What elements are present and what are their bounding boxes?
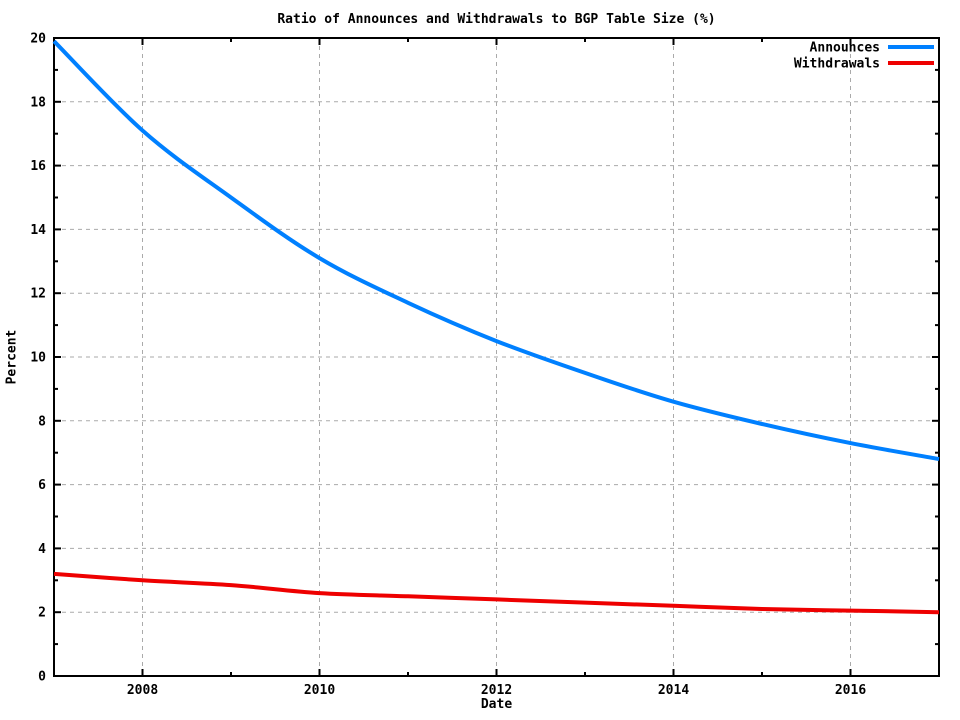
series-line-announces	[52, 39, 940, 462]
x-tick-label: 2014	[658, 683, 689, 698]
y-tick-label: 20	[30, 32, 46, 47]
y-tick-label: 14	[30, 223, 46, 238]
chart-title: Ratio of Announces and Withdrawals to BG…	[277, 12, 716, 27]
y-tick-label: 18	[30, 95, 46, 110]
x-tick-label: 2010	[304, 683, 335, 698]
x-tick-label: 2016	[835, 683, 866, 698]
series-line-withdrawals	[53, 571, 940, 615]
y-tick-label: 10	[30, 351, 46, 366]
y-tick-label: 2	[38, 606, 46, 621]
y-tick-label: 12	[30, 287, 46, 302]
legend-label-announces: Announces	[810, 41, 880, 56]
legend-label-withdrawals: Withdrawals	[794, 57, 880, 72]
y-tick-label: 8	[38, 414, 46, 429]
plot-border	[53, 37, 940, 677]
x-tick-label: 2012	[481, 683, 512, 698]
y-tick-label: 6	[38, 478, 46, 493]
y-tick-label: 4	[38, 542, 46, 557]
y-tick-label: 16	[30, 159, 46, 174]
y-tick-label: 0	[38, 670, 46, 685]
x-axis-label: Date	[480, 697, 513, 712]
x-tick-label: 2008	[127, 683, 158, 698]
